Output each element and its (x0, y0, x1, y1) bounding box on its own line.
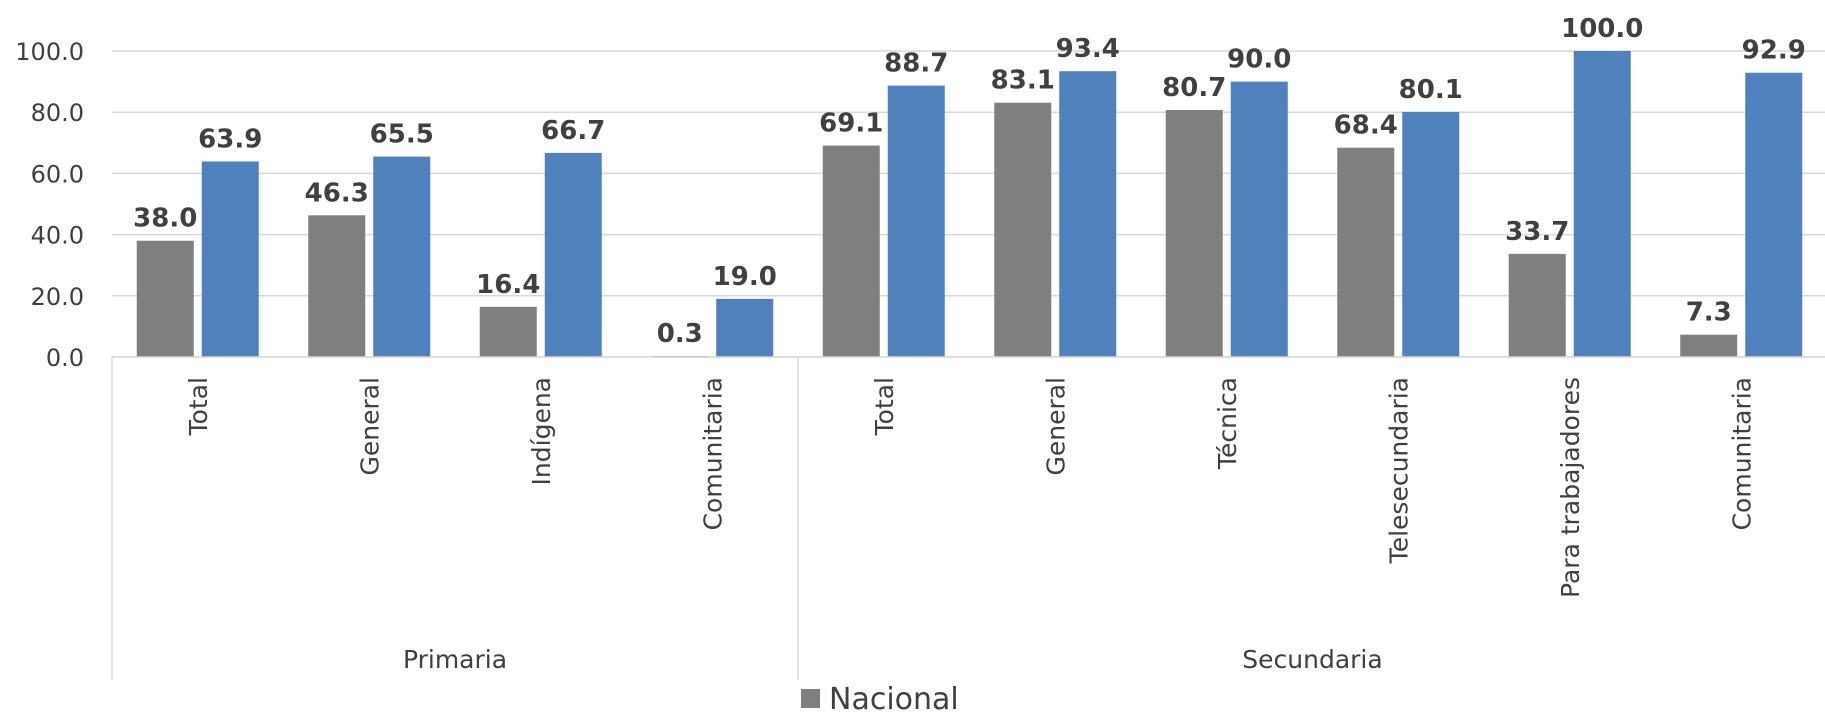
group-labels: Primaria Secundaria (403, 645, 1383, 674)
group-label: Primaria (403, 645, 507, 674)
category-label: General (355, 377, 384, 476)
x-axis (111, 356, 1825, 680)
data-labels: 38.0 63.9 46.365.5 16.4 66.7 0.3 19.0 69.188.7 8… (133, 14, 1806, 349)
data-label: 38.0 (133, 204, 197, 234)
bar-series-2-4 (716, 298, 774, 357)
bar-series-2-5 (887, 85, 945, 357)
legend-label: Nacional (829, 682, 959, 716)
bar-series-2-1 (201, 161, 259, 357)
category-label: Telesecundaria (1384, 377, 1413, 564)
y-tick-label: 60.0 (31, 160, 84, 188)
data-label: 0.3 (657, 319, 703, 349)
category-label: Comunitaria (698, 377, 727, 530)
data-label: 7.3 (1686, 298, 1732, 328)
data-label: 16.4 (476, 270, 540, 300)
bar-series-1-2 (308, 215, 366, 357)
bar-series-1-3 (479, 306, 537, 357)
data-label: 69.1 (819, 109, 883, 139)
bar-series-2-7 (1230, 81, 1288, 357)
bar-series-2-6 (1059, 71, 1117, 358)
data-label: 80.1 (1399, 75, 1463, 105)
data-label: 100.0 (1561, 14, 1643, 44)
category-label: Indígena (527, 377, 556, 485)
data-label: 83.1 (991, 66, 1055, 96)
data-label: 90.0 (1227, 45, 1291, 75)
y-tick-label: 100.0 (15, 38, 84, 66)
category-label: General (1041, 377, 1070, 476)
category-label: Comunitaria (1727, 377, 1756, 530)
bar-series-2-3 (544, 152, 602, 357)
bar-series-2-10 (1745, 72, 1803, 357)
y-tick-label: 0.0 (46, 344, 84, 372)
y-tick-label: 80.0 (31, 99, 84, 127)
bar-series-1-6 (994, 102, 1052, 358)
bar-series-1-8 (1337, 147, 1395, 357)
data-label: 46.3 (305, 178, 369, 208)
gridlines (112, 50, 1825, 358)
bars (136, 51, 1803, 358)
data-label: 92.9 (1742, 36, 1806, 66)
data-label: 88.7 (884, 49, 948, 79)
bar-series-2-9 (1573, 51, 1631, 357)
data-label: 65.5 (370, 120, 434, 150)
data-label: 63.9 (198, 124, 262, 154)
y-axis-ticks: 0.0 20.0 40.0 60.0 80.0 100.0 (15, 38, 84, 372)
data-label: 80.7 (1162, 73, 1226, 103)
data-label: 19.0 (713, 262, 777, 292)
category-label: Técnica (1213, 377, 1242, 470)
bar-series-1-5 (822, 145, 880, 357)
data-label: 66.7 (541, 116, 605, 146)
data-label: 93.4 (1056, 34, 1120, 64)
category-label: Total (870, 377, 899, 436)
bar-series-1-7 (1165, 110, 1223, 357)
category-label: Para trabajadores (1556, 377, 1585, 598)
group-label: Secundaria (1242, 645, 1382, 674)
legend-swatch (801, 689, 820, 708)
y-tick-label: 20.0 (31, 283, 84, 311)
y-tick-label: 40.0 (31, 222, 84, 250)
bar-series-1-10 (1680, 334, 1738, 357)
data-label: 68.4 (1334, 111, 1398, 141)
data-label: 33.7 (1505, 217, 1569, 247)
bar-series-1-9 (1508, 253, 1566, 357)
legend: Nacional (801, 682, 959, 716)
category-label: Total (184, 377, 213, 436)
bar-series-2-2 (373, 156, 431, 357)
category-labels: Total General Indígena Comunitaria Total Gene… (184, 377, 1757, 598)
bar-series-1-1 (136, 240, 194, 357)
bar-series-2-8 (1402, 111, 1460, 357)
